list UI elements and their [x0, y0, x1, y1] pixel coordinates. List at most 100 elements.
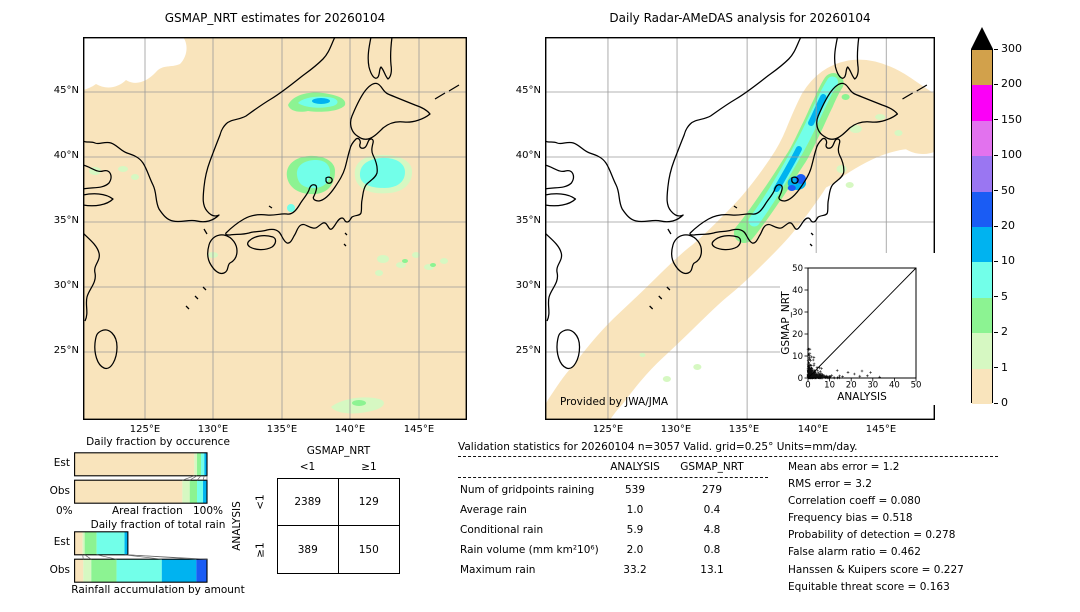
- coastline: [350, 82, 431, 140]
- rain-core-blue: [795, 174, 807, 184]
- colorbar-segment: [972, 226, 992, 263]
- bar-connector: [202, 475, 205, 481]
- stats-gsmap-value: 279: [701, 484, 723, 496]
- rain-patch-blue: [312, 98, 330, 104]
- bar-connector: [196, 475, 202, 481]
- colorbar-segment: [972, 262, 992, 298]
- colorbar-segment: [972, 156, 992, 192]
- colorbar-segment: [972, 120, 992, 157]
- skill-score-line: Probability of detection = 0.278: [788, 529, 956, 542]
- inset-x-tick-label: 10: [824, 381, 835, 391]
- totalrain-footer: Rainfall accumulation by amount: [71, 584, 245, 596]
- colorbar-tick: [994, 296, 998, 298]
- bar-segment-10-20 mm/day: [161, 559, 197, 583]
- colorbar-tick: [994, 367, 998, 369]
- occurrence-chart-title: Daily fraction by occurence: [86, 436, 230, 448]
- inset-y-tick-label: 10: [792, 352, 803, 362]
- coastline: [367, 37, 393, 80]
- colorbar-tick: [994, 190, 998, 192]
- colorbar-segment: [972, 368, 992, 404]
- colorbar-tick-label: 150: [1001, 112, 1022, 126]
- stats-row-label: Rain volume (mm km²10⁶): [460, 544, 599, 556]
- skill-score-line: Mean abs error = 1.2: [788, 461, 900, 473]
- gsmap-lon-label: 145°E: [403, 424, 435, 435]
- stats-title: Validation statistics for 20260104 n=305…: [458, 441, 858, 453]
- colorbar-tick: [994, 83, 998, 85]
- totalrain-est-label: Est: [53, 536, 70, 548]
- skill-score-line: Equitable threat score = 0.163: [788, 580, 950, 593]
- contingency-row-group-wrap: ANALYSIS: [228, 478, 246, 574]
- coastline: [94, 329, 118, 370]
- stats-gsmap-value: 4.8: [703, 524, 721, 536]
- gsmap-lat-label: 30°N: [53, 280, 79, 291]
- contingency-col-label-ge1: ≥1: [361, 461, 377, 473]
- colorbar-tick-label: 200: [1001, 77, 1022, 91]
- colorbar-tick-label: 100: [1001, 148, 1022, 162]
- stats-row: Rain volume (mm km²10⁶) 2.0 0.8: [458, 540, 778, 560]
- bar-segment-5-10 mm/day: [116, 559, 162, 583]
- colorbar-tick-label: 0: [1001, 396, 1008, 409]
- totalrain-obs-label: Obs: [49, 564, 70, 576]
- rain-dot-green: [841, 94, 850, 100]
- contingency-cell-false-alarms: 129: [338, 479, 399, 526]
- one-to-one-line: [807, 267, 917, 379]
- rain-dot-palegreen: [849, 125, 862, 133]
- rain-dot-cyan: [287, 204, 295, 212]
- stats-gsmap-value: 0.8: [703, 544, 721, 556]
- occurrence-xlabel: Areal fraction: [112, 505, 183, 517]
- contingency-row-group: ANALYSIS: [231, 501, 243, 551]
- skill-score-line: Frequency bias = 0.518: [788, 512, 913, 525]
- gsmap-lat-label: 40°N: [53, 150, 79, 161]
- radar-lat-label: 25°N: [515, 345, 541, 356]
- colorbar-segment: [972, 85, 992, 121]
- inset-y-tick-label: 30: [792, 308, 803, 318]
- totalrain-chart: [74, 531, 208, 583]
- radar-lon-label: 125°E: [592, 424, 624, 435]
- coastline: [545, 164, 575, 190]
- radar-lat-label: 40°N: [515, 150, 541, 161]
- coastline: [902, 84, 928, 100]
- colorbar-tick: [994, 119, 998, 121]
- colorbar-tick-label: 5: [1001, 289, 1008, 303]
- occurrence-obs-label: Obs: [49, 485, 70, 497]
- bar-connector: [182, 475, 195, 481]
- skill-score-line: RMS error = 3.2: [788, 478, 872, 491]
- stats-col-gsmap: GSMAP_NRT: [680, 461, 744, 473]
- coastline: [545, 232, 563, 322]
- colorbar-tick-label: 20: [1001, 219, 1015, 232]
- rain-dot-palegreen: [131, 174, 139, 180]
- bar-outline: [74, 558, 208, 583]
- bar-segment-1-2 mm/day: [194, 452, 198, 476]
- stats-row-label: Maximum rain: [460, 564, 536, 576]
- colorbar-tick-label: 300: [1001, 42, 1022, 55]
- gsmap-lat-label: 35°N: [53, 215, 79, 226]
- bar-connector: [84, 554, 92, 560]
- colorbar-tick-label: 1: [1001, 360, 1008, 374]
- colorbar-tick-label: 10: [1001, 254, 1015, 268]
- inset-xlabel: ANALYSIS: [837, 391, 887, 403]
- bar-segment-1-2 mm/day: [83, 559, 92, 583]
- bar-segment-0-1 mm/day: [74, 531, 83, 555]
- bar-segment-20-50 mm/day: [196, 559, 207, 583]
- coastline: [247, 235, 277, 251]
- rain-dot-green: [402, 259, 408, 263]
- bar-outline: [74, 479, 208, 504]
- occurrence-x0-label: 0%: [56, 505, 73, 517]
- stats-gsmap-value: 13.1: [700, 564, 724, 576]
- contingency-cell-hits: 150: [358, 543, 379, 556]
- rain-band-skyblue: [773, 94, 827, 192]
- colorbar-segment: [972, 191, 992, 227]
- inset-y-tick-label: 50: [792, 264, 803, 274]
- colorbar-overflow-triangle: [971, 27, 993, 49]
- rain-dot-palegreen: [377, 255, 389, 263]
- coastline: [545, 193, 577, 207]
- rain-core-blue: [787, 185, 796, 191]
- gsmap-lon-label: 130°E: [197, 424, 229, 435]
- rain-dot-palegreen: [396, 262, 406, 268]
- scatter-inset: 00 10 10 20 20 30 30 40 40 50 50 ANALYSIS GSMAP_NR…: [780, 253, 935, 405]
- contingency-cell-hits-none: 2389: [278, 479, 339, 526]
- bar-segment-5-10 mm/day: [201, 452, 205, 476]
- rain-dot-palegreen: [375, 270, 383, 276]
- coastline: [711, 235, 742, 251]
